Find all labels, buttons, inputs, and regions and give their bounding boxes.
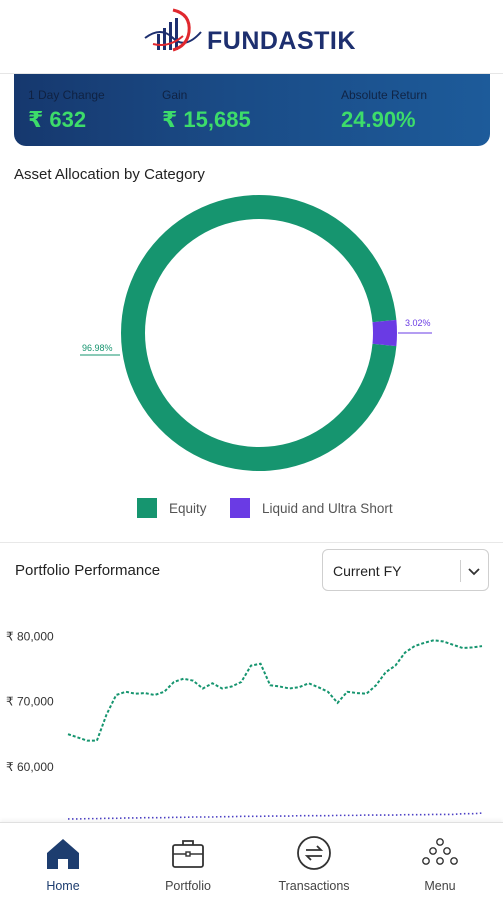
nav-menu-label: Menu [424, 879, 456, 893]
absolute-return-value: 24.90% [341, 107, 416, 132]
briefcase-icon [172, 840, 204, 868]
legend-swatch-equity [137, 498, 157, 518]
app-header: FUNDASTIK [0, 0, 503, 74]
logo-icon [144, 8, 202, 52]
dots-menu-icon [422, 838, 458, 865]
absolute-return-stat: Absolute Return 24.90% [341, 88, 427, 133]
period-select-value: Current FY [333, 563, 402, 579]
y-tick-label: ₹ 70,000 [6, 695, 54, 709]
y-tick-label: ₹ 60,000 [6, 760, 54, 774]
data-label-equity: 96.98% [82, 343, 113, 353]
nav-transactions[interactable]: Transactions [264, 833, 364, 899]
select-separator [460, 560, 461, 582]
portfolio-summary-card[interactable]: 1 Day Change ₹ 632 Gain ₹ 15,685 Absolut… [14, 74, 490, 146]
donut-slice-equity[interactable] [121, 194, 397, 471]
allocation-legend: Equity Liquid and Ultra Short [0, 498, 503, 524]
legend-label-equity: Equity [169, 500, 207, 516]
legend-item-liquid[interactable]: Liquid and Ultra Short [230, 498, 393, 518]
nav-home-label: Home [46, 879, 80, 893]
performance-line-chart: ₹ 80,000₹ 70,000₹ 60,000₹ 50,000 [6, 629, 483, 820]
nav-portfolio[interactable]: Portfolio [138, 833, 238, 899]
swap-icon [297, 836, 331, 870]
legend-swatch-liquid [230, 498, 250, 518]
donut-slice-liquid[interactable] [372, 319, 397, 347]
gain-value: ₹ 15,685 [162, 107, 251, 132]
chevron-down-icon[interactable] [466, 563, 482, 579]
bottom-navigation: Home Portfolio Transactions Menu [0, 822, 503, 900]
home-icon [47, 839, 79, 869]
day-change-value: ₹ 632 [28, 107, 87, 132]
legend-label-liquid: Liquid and Ultra Short [262, 500, 393, 516]
brand-logo[interactable]: FUNDASTIK [143, 8, 363, 64]
nav-portfolio-label: Portfolio [165, 879, 211, 893]
gain-label: Gain [162, 88, 188, 102]
nav-home[interactable]: Home [13, 833, 113, 899]
donut-chart: 96.98% 3.02% [80, 194, 432, 471]
day-change-label: 1 Day Change [28, 88, 105, 102]
y-tick-label: ₹ 80,000 [6, 629, 54, 643]
nav-menu[interactable]: Menu [390, 833, 490, 899]
section-divider [0, 542, 503, 543]
period-select[interactable]: Current FY [322, 549, 489, 591]
brand-name: FUNDASTIK [207, 27, 356, 55]
series-line-1 [67, 639, 483, 742]
gain-stat: Gain ₹ 15,685 [162, 88, 251, 133]
nav-transactions-label: Transactions [278, 879, 350, 893]
data-label-liquid: 3.02% [405, 318, 431, 328]
performance-chart[interactable]: ₹ 80,000₹ 70,000₹ 60,000₹ 50,000 [0, 610, 503, 822]
legend-item-equity[interactable]: Equity [137, 498, 207, 518]
day-change-stat: 1 Day Change ₹ 632 [28, 88, 105, 133]
asset-allocation-chart[interactable]: 96.98% 3.02% [0, 194, 503, 495]
absolute-return-label: Absolute Return [341, 88, 428, 102]
series-line-2 [68, 812, 483, 820]
portfolio-performance-title: Portfolio Performance [15, 562, 161, 579]
asset-allocation-title: Asset Allocation by Category [14, 166, 205, 183]
